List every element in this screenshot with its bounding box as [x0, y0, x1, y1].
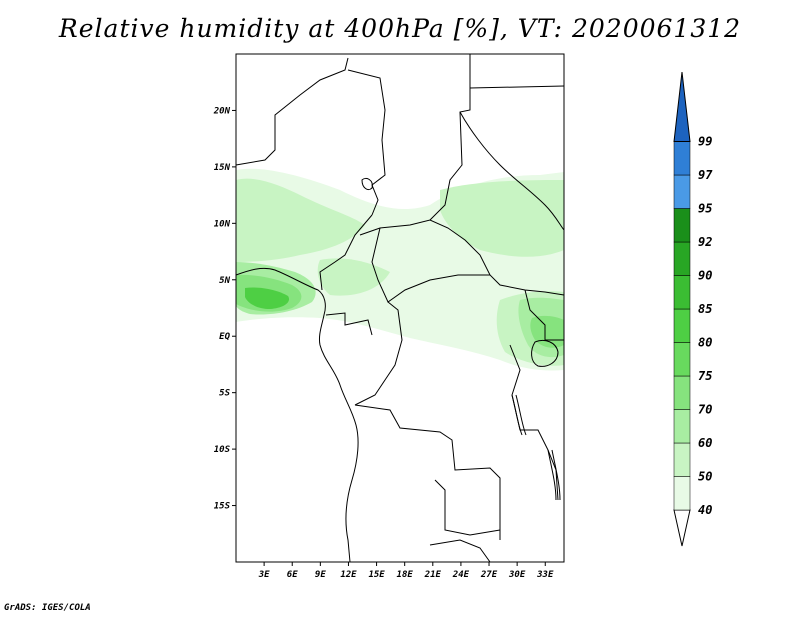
colorbar-max-triangle [673, 71, 691, 142]
lon-tick-label: 6E [287, 570, 298, 580]
colorbar-level-label: 85 [698, 302, 712, 316]
map-title: Relative humidity at 400hPa [%], VT: 202… [58, 14, 742, 43]
coastline-west-africa [235, 267, 359, 563]
colorbar-level-label: 40 [698, 503, 712, 517]
border [429, 54, 471, 221]
colorbar-cell [673, 409, 691, 444]
humidity-band-medium [440, 180, 564, 257]
lat-tick-label: 15N [214, 163, 231, 173]
lon-tick-label: 12E [340, 570, 357, 580]
colorbar-level-label: 60 [698, 436, 712, 450]
colorbar-labels: 40 50 60 70 75 80 85 90 92 95 97 99 [698, 135, 713, 518]
colorbar-min-triangle [673, 509, 691, 547]
lat-tick-label: 20N [213, 106, 231, 116]
colorbar-cell [673, 275, 691, 310]
colorbar-cell [673, 342, 691, 377]
colorbar-cell [673, 208, 691, 243]
border [347, 69, 386, 216]
lake-victoria [531, 339, 559, 367]
colorbar-level-label: 50 [698, 470, 712, 484]
colorbar-cell [673, 241, 691, 276]
colorbar-cell [673, 308, 691, 343]
humidity-shading [236, 168, 564, 371]
credit-text: GrADS: IGES/COLA [4, 603, 91, 613]
lon-tick-label: 30E [508, 570, 526, 580]
colorbar-level-label: 75 [698, 369, 712, 383]
colorbar-level-label: 99 [698, 135, 712, 149]
colorbar-cell [673, 476, 691, 511]
lon-tick-label: 9E [315, 570, 326, 580]
boundaries [235, 54, 565, 563]
border [509, 344, 559, 501]
lon-tick-label: 24E [452, 570, 470, 580]
lon-tick-label: 18E [397, 570, 414, 580]
border [235, 57, 349, 166]
colorbar-cell [673, 442, 691, 477]
humidity-band-medium [317, 258, 390, 296]
coastline-east-africa [459, 111, 565, 231]
lat-tick-label: EQ [219, 332, 230, 342]
border [359, 219, 565, 296]
map-frame [235, 53, 565, 563]
colorbar-cell [673, 174, 691, 209]
latitude-axis: 20N 15N 10N 5N EQ 5S 10S 15S [213, 106, 236, 512]
longitude-axis: 3E 6E 9E 12E 15E 18E 21E 24E 27E 30E 33E [258, 562, 554, 580]
colorbar-level-label: 80 [698, 336, 712, 350]
lon-tick-label: 3E [258, 570, 270, 580]
colorbar-level-label: 70 [698, 403, 712, 417]
lat-tick-label: 5N [219, 276, 230, 286]
lake-tanganyika [511, 394, 527, 436]
lat-tick-label: 10S [214, 445, 231, 455]
lat-tick-label: 10N [214, 219, 231, 229]
colorbar-level-label: 92 [698, 235, 712, 249]
lat-tick-label: 5S [219, 389, 230, 399]
border [429, 539, 491, 563]
humidity-band-80-85 [245, 287, 290, 309]
border [325, 312, 373, 336]
lon-tick-label: 15E [368, 570, 385, 580]
lake-chad [361, 177, 373, 191]
border [319, 214, 373, 291]
lon-tick-label: 21E [424, 570, 442, 580]
colorbar-level-label: 95 [698, 202, 712, 216]
colorbar-cell [673, 375, 691, 410]
lon-tick-label: 27E [480, 570, 498, 580]
border [354, 301, 403, 406]
border [354, 404, 501, 540]
border [371, 227, 490, 303]
colorbar-cells [673, 71, 691, 547]
colorbar-cell [673, 141, 691, 176]
colorbar-level-label: 90 [698, 269, 712, 283]
lon-tick-label: 33E [536, 570, 554, 580]
humidity-band-medium [236, 178, 365, 262]
border [469, 85, 565, 89]
colorbar-level-label: 97 [698, 168, 713, 182]
lake-malawi [547, 449, 561, 501]
border [434, 479, 501, 536]
lat-tick-label: 15S [214, 502, 231, 512]
border [524, 289, 564, 341]
